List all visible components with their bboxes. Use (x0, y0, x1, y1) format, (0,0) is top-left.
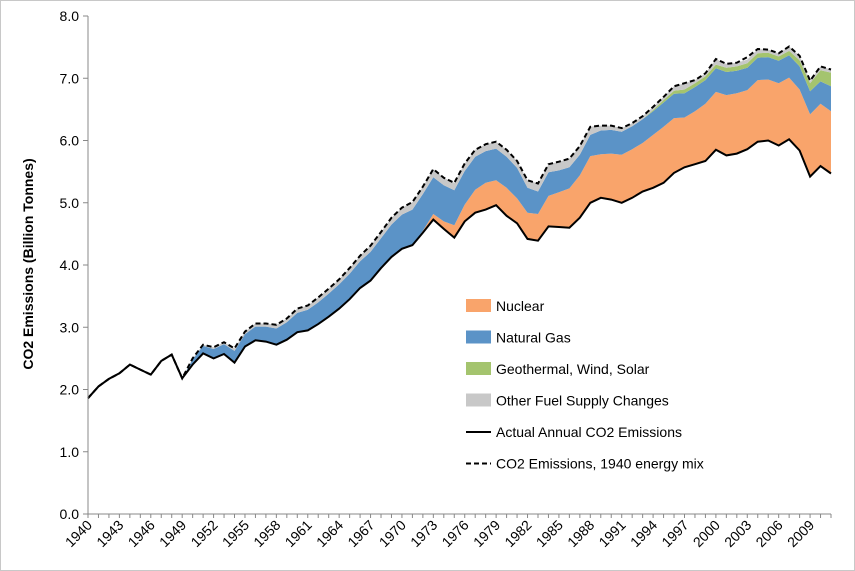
x-tick-label: 2009 (784, 517, 817, 550)
x-tick-label: 1952 (187, 517, 220, 550)
y-tick-label: 8.0 (60, 8, 80, 24)
legend-swatch (466, 299, 491, 312)
line-1940-energy-mix (87, 45, 832, 399)
x-tick-label: 1970 (376, 517, 409, 550)
x-tick-label: 1976 (438, 517, 471, 550)
x-tick-label: 2000 (690, 517, 723, 550)
x-tick-label: 1961 (282, 517, 315, 550)
x-tick-label: 1946 (125, 517, 158, 550)
y-tick-label: 5.0 (60, 195, 80, 211)
line-actual-emissions (87, 138, 832, 399)
y-axis-ticks: 0.0 1.0 2.0 3.0 4.0 5.0 6.0 7.0 8.0 (60, 8, 88, 522)
legend-label: Actual Annual CO2 Emissions (496, 424, 682, 440)
area-nuclear (88, 77, 831, 399)
legend-item-other: Other Fuel Supply Changes (466, 393, 669, 409)
x-axis-ticks: 1940194319461949195219551958196119641967… (62, 514, 832, 550)
x-tick-label: 1988 (564, 517, 597, 550)
y-tick-label: 7.0 (60, 70, 80, 86)
x-tick-label: 1994 (627, 517, 660, 550)
y-tick-label: 1.0 (60, 444, 80, 460)
legend-swatch (466, 362, 491, 375)
x-tick-label: 2003 (721, 517, 754, 550)
x-tick-label: 1997 (658, 517, 691, 550)
y-tick-label: 4.0 (60, 257, 80, 273)
legend-label: Geothermal, Wind, Solar (496, 361, 650, 377)
stacked-areas (88, 46, 831, 399)
x-tick-label: 1955 (219, 517, 252, 550)
y-tick-label: 6.0 (60, 133, 80, 149)
x-tick-label: 1943 (93, 517, 126, 550)
legend-label: Other Fuel Supply Changes (496, 393, 669, 409)
x-tick-label: 1985 (533, 517, 566, 550)
legend-item-renew: Geothermal, Wind, Solar (466, 361, 650, 377)
legend-item-actual: Actual Annual CO2 Emissions (466, 424, 682, 440)
x-tick-label: 2006 (752, 517, 785, 550)
x-tick-label: 1982 (501, 517, 534, 550)
legend-label: CO2 Emissions, 1940 energy mix (496, 456, 704, 472)
legend: Nuclear Natural Gas Geothermal, Wind, Sola… (466, 298, 704, 472)
x-tick-label: 1964 (313, 517, 346, 550)
legend-label: Nuclear (496, 298, 545, 314)
legend-swatch (466, 393, 491, 407)
x-tick-label: 1973 (407, 517, 440, 550)
y-tick-label: 0.0 (60, 506, 80, 522)
y-axis-label: CO2 Emissions (Billion Tonnes) (20, 158, 36, 369)
legend-label: Natural Gas (496, 330, 571, 346)
legend-item-nuclear: Nuclear (466, 298, 545, 314)
legend-item-gas: Natural Gas (466, 330, 571, 346)
legend-swatch (466, 330, 491, 344)
y-tick-label: 2.0 (60, 382, 80, 398)
y-tick-label: 3.0 (60, 319, 80, 335)
x-tick-label: 1967 (344, 517, 377, 550)
x-tick-label: 1991 (595, 517, 628, 550)
area-gas (88, 55, 831, 399)
x-tick-label: 1979 (470, 517, 503, 550)
legend-item-mix: CO2 Emissions, 1940 energy mix (466, 456, 704, 472)
x-tick-label: 1949 (156, 517, 189, 550)
x-tick-label: 1958 (250, 517, 283, 550)
series-lines (87, 45, 832, 399)
